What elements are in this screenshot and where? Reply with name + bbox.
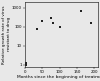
X-axis label: Months since the beginning of treatment: Months since the beginning of treatment xyxy=(17,75,100,79)
Point xyxy=(90,23,92,24)
Point xyxy=(25,63,26,64)
Point xyxy=(25,64,27,65)
Point xyxy=(24,64,26,65)
Point xyxy=(24,64,26,65)
Point xyxy=(52,22,54,24)
Point xyxy=(59,26,60,27)
Point xyxy=(25,63,26,65)
Point xyxy=(80,10,81,11)
Y-axis label: Relative growth rate of virus
resistant to drug: Relative growth rate of virus resistant … xyxy=(2,5,11,64)
Point xyxy=(42,20,43,22)
Point xyxy=(36,28,38,29)
Point xyxy=(50,17,52,18)
